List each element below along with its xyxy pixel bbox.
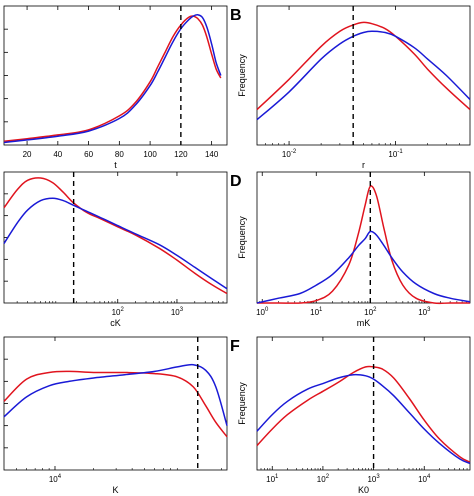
x-axis-label: mK xyxy=(357,318,371,328)
panel-4: 100 101 102 103 mK Frequency D xyxy=(230,171,471,328)
x-axis-label: K xyxy=(112,485,118,495)
x-tick-label: 140 xyxy=(205,150,219,159)
x-tick-label: 100 xyxy=(256,307,269,317)
series-line-blue xyxy=(256,30,471,121)
plot-frame xyxy=(3,336,228,471)
series-line-blue xyxy=(3,14,222,144)
series-line-red xyxy=(3,370,228,438)
x-tick-label: 102 xyxy=(317,474,330,484)
series-line-blue xyxy=(3,197,228,290)
series-line-red xyxy=(257,185,470,305)
series-line-blue xyxy=(256,230,471,304)
x-tick-label: 101 xyxy=(266,474,279,484)
x-tick-label: 60 xyxy=(84,150,93,159)
series-line-blue xyxy=(3,363,228,426)
x-tick-label: 102 xyxy=(112,307,125,317)
x-axis-label: r xyxy=(362,160,365,170)
x-tick-label: 10-1 xyxy=(388,149,403,159)
panel-3: 102 103 cK xyxy=(3,171,228,328)
x-axis-label: t xyxy=(114,160,117,170)
x-axis-label: cK xyxy=(110,318,121,328)
y-axis-label: Frequency xyxy=(237,382,247,425)
x-tick-label: 102 xyxy=(364,307,377,317)
panel-2: 10-2 10-1 r Frequency B xyxy=(230,5,471,170)
plot-frame xyxy=(256,171,471,304)
panel-1: 20 40 60 80 100 120 140 t xyxy=(3,5,228,170)
y-axis-label: Frequency xyxy=(237,216,247,259)
x-tick-label: 80 xyxy=(115,150,124,159)
x-axis-label: K0 xyxy=(358,485,369,495)
x-tick-label: 40 xyxy=(53,150,62,159)
plot-frame xyxy=(3,171,228,304)
panel-letter: B xyxy=(230,7,242,24)
series-line-red xyxy=(3,177,228,295)
x-tick-label: 20 xyxy=(23,150,32,159)
x-tick-label: 104 xyxy=(49,474,62,484)
series-line-blue xyxy=(256,373,471,465)
plot-frame xyxy=(3,5,228,146)
x-tick-label: 103 xyxy=(367,474,380,484)
y-axis-label: Frequency xyxy=(237,54,247,97)
series-line-red xyxy=(256,21,471,111)
panel-letter: F xyxy=(230,338,240,355)
x-tick-label: 103 xyxy=(418,307,431,317)
x-tick-label: 10-2 xyxy=(282,149,297,159)
plot-frame xyxy=(256,336,471,471)
x-tick-label: 101 xyxy=(310,307,323,317)
series-line-red xyxy=(3,15,222,142)
panel-6: 101 102 103 104 K0 Frequency F xyxy=(230,336,471,495)
panel-letter: D xyxy=(230,173,242,190)
x-tick-label: 104 xyxy=(418,474,431,484)
x-tick-label: 100 xyxy=(143,150,157,159)
x-tick-label: 120 xyxy=(174,150,188,159)
panel-5: 104 K xyxy=(3,336,228,495)
plot-frame xyxy=(256,5,471,146)
x-tick-label: 103 xyxy=(171,307,184,317)
series-line-red xyxy=(256,365,471,463)
